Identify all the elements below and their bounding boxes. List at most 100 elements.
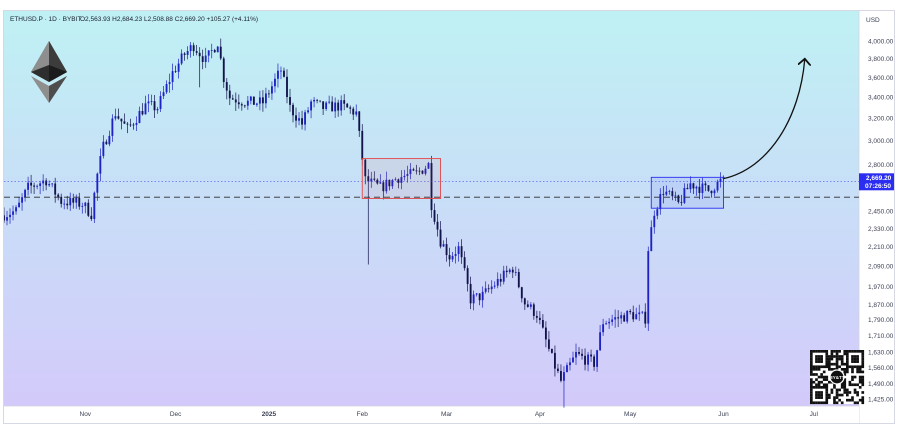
candle-down bbox=[201, 56, 204, 63]
candle-down bbox=[560, 371, 562, 381]
candle-down bbox=[346, 103, 349, 108]
candle-down bbox=[397, 179, 400, 183]
candle-up bbox=[165, 84, 168, 93]
candle-up bbox=[701, 183, 704, 193]
candle-down bbox=[553, 352, 556, 369]
candle-down bbox=[195, 51, 198, 53]
candle-down bbox=[538, 317, 541, 321]
candle-down bbox=[30, 182, 33, 186]
candle-up bbox=[325, 102, 328, 109]
candle-up bbox=[304, 112, 306, 125]
candle-down bbox=[231, 98, 234, 100]
candle-down bbox=[445, 244, 448, 256]
candle-down bbox=[361, 130, 364, 160]
candle-up bbox=[138, 110, 141, 123]
candle-up bbox=[605, 323, 608, 325]
candle-down bbox=[283, 70, 285, 77]
price-tick-label: 1,490.00 bbox=[868, 381, 894, 388]
distribution-box[interactable] bbox=[361, 158, 441, 199]
candle-up bbox=[177, 63, 180, 72]
consolidation-box[interactable] bbox=[650, 176, 724, 209]
candle-down bbox=[316, 99, 319, 101]
candle-up bbox=[638, 312, 641, 315]
candle-up bbox=[508, 269, 511, 273]
candle-up bbox=[135, 122, 138, 125]
time-tick-label: Jun bbox=[718, 411, 729, 418]
price-tick-label: 2,450.00 bbox=[868, 208, 894, 215]
time-tick-label: Apr bbox=[535, 411, 546, 418]
candle-up bbox=[249, 96, 252, 101]
candle-down bbox=[662, 194, 665, 195]
time-tick-label: Dec bbox=[170, 411, 182, 418]
candle-up bbox=[255, 103, 258, 105]
candle-up bbox=[15, 207, 17, 212]
candle-down bbox=[4, 215, 5, 221]
price-axis-panel[interactable] bbox=[859, 11, 895, 424]
candle-up bbox=[210, 50, 213, 51]
candle-up bbox=[271, 86, 273, 94]
candle-up bbox=[587, 354, 589, 365]
candle-down bbox=[301, 118, 303, 125]
candle-up bbox=[683, 187, 686, 203]
candle-up bbox=[394, 179, 397, 181]
candle-down bbox=[228, 90, 231, 99]
candle-up bbox=[596, 350, 599, 367]
candle-down bbox=[532, 304, 535, 316]
candle-up bbox=[626, 310, 629, 322]
price-chart[interactable]: ETHUSD.P · 1D · BYBIT O2,563.93 H2,684.2… bbox=[4, 11, 895, 424]
candle-down bbox=[132, 124, 135, 126]
candle-up bbox=[665, 191, 668, 195]
candle-up bbox=[713, 190, 716, 194]
price-tick-label: 1,710.00 bbox=[868, 333, 894, 340]
candle-up bbox=[451, 255, 454, 260]
candle-up bbox=[457, 246, 460, 255]
price-tick-label: 1,630.00 bbox=[868, 350, 894, 357]
price-axis-ticks: 4,000.00 3,800.00 3,600.00 3,400.00 3,200.00… bbox=[868, 38, 894, 403]
candle-up bbox=[659, 194, 662, 210]
candle-down bbox=[544, 327, 547, 340]
price-tick-label: 3,800.00 bbox=[868, 56, 894, 63]
price-tick-label: 1,870.00 bbox=[868, 302, 894, 309]
candle-up bbox=[490, 286, 493, 290]
candle-down bbox=[584, 355, 586, 365]
chart-panel[interactable]: ETHUSD.P · 1D · BYBIT O2,563.93 H2,684.2… bbox=[3, 10, 895, 424]
candle-up bbox=[63, 203, 66, 205]
svg-text:2,669.20: 2,669.20 bbox=[866, 175, 892, 182]
candle-down bbox=[557, 368, 559, 372]
candle-down bbox=[547, 339, 550, 349]
candle-down bbox=[72, 198, 75, 203]
candle-down bbox=[87, 202, 90, 216]
time-tick-label: Feb bbox=[357, 411, 369, 418]
projection-arrow[interactable] bbox=[723, 59, 805, 180]
candle-up bbox=[274, 78, 276, 87]
candle-down bbox=[415, 170, 418, 172]
candle-up bbox=[695, 186, 698, 189]
time-axis-ticks: Nov Dec 2025 Feb Mar Apr May Jun Jul bbox=[80, 411, 819, 418]
candle-up bbox=[114, 116, 117, 119]
candle-down bbox=[680, 202, 683, 203]
candle-up bbox=[481, 291, 484, 301]
candle-down bbox=[478, 293, 481, 301]
candle-down bbox=[412, 169, 415, 171]
candle-up bbox=[406, 174, 409, 176]
candle-down bbox=[644, 311, 647, 324]
candle-up bbox=[150, 101, 153, 103]
time-axis-panel[interactable] bbox=[4, 406, 859, 424]
candle-up bbox=[36, 185, 39, 187]
candle-up bbox=[156, 108, 159, 111]
candle-down bbox=[240, 104, 243, 106]
candle-down bbox=[126, 123, 129, 125]
candle-up bbox=[409, 169, 412, 175]
candle-down bbox=[517, 272, 520, 288]
ohlc-readout: O2,563.93 H2,684.23 L2,508.88 C2,669.20 … bbox=[80, 16, 258, 23]
candle-down bbox=[322, 101, 325, 109]
candle-down bbox=[677, 195, 680, 203]
candle-up bbox=[216, 46, 219, 53]
candle-up bbox=[27, 182, 30, 190]
candle-up bbox=[566, 365, 568, 373]
price-tick-label: 3,000.00 bbox=[868, 138, 894, 145]
chart-background bbox=[4, 11, 894, 423]
candle-up bbox=[159, 96, 162, 109]
candle-up bbox=[258, 97, 261, 104]
candle-up bbox=[168, 82, 171, 85]
